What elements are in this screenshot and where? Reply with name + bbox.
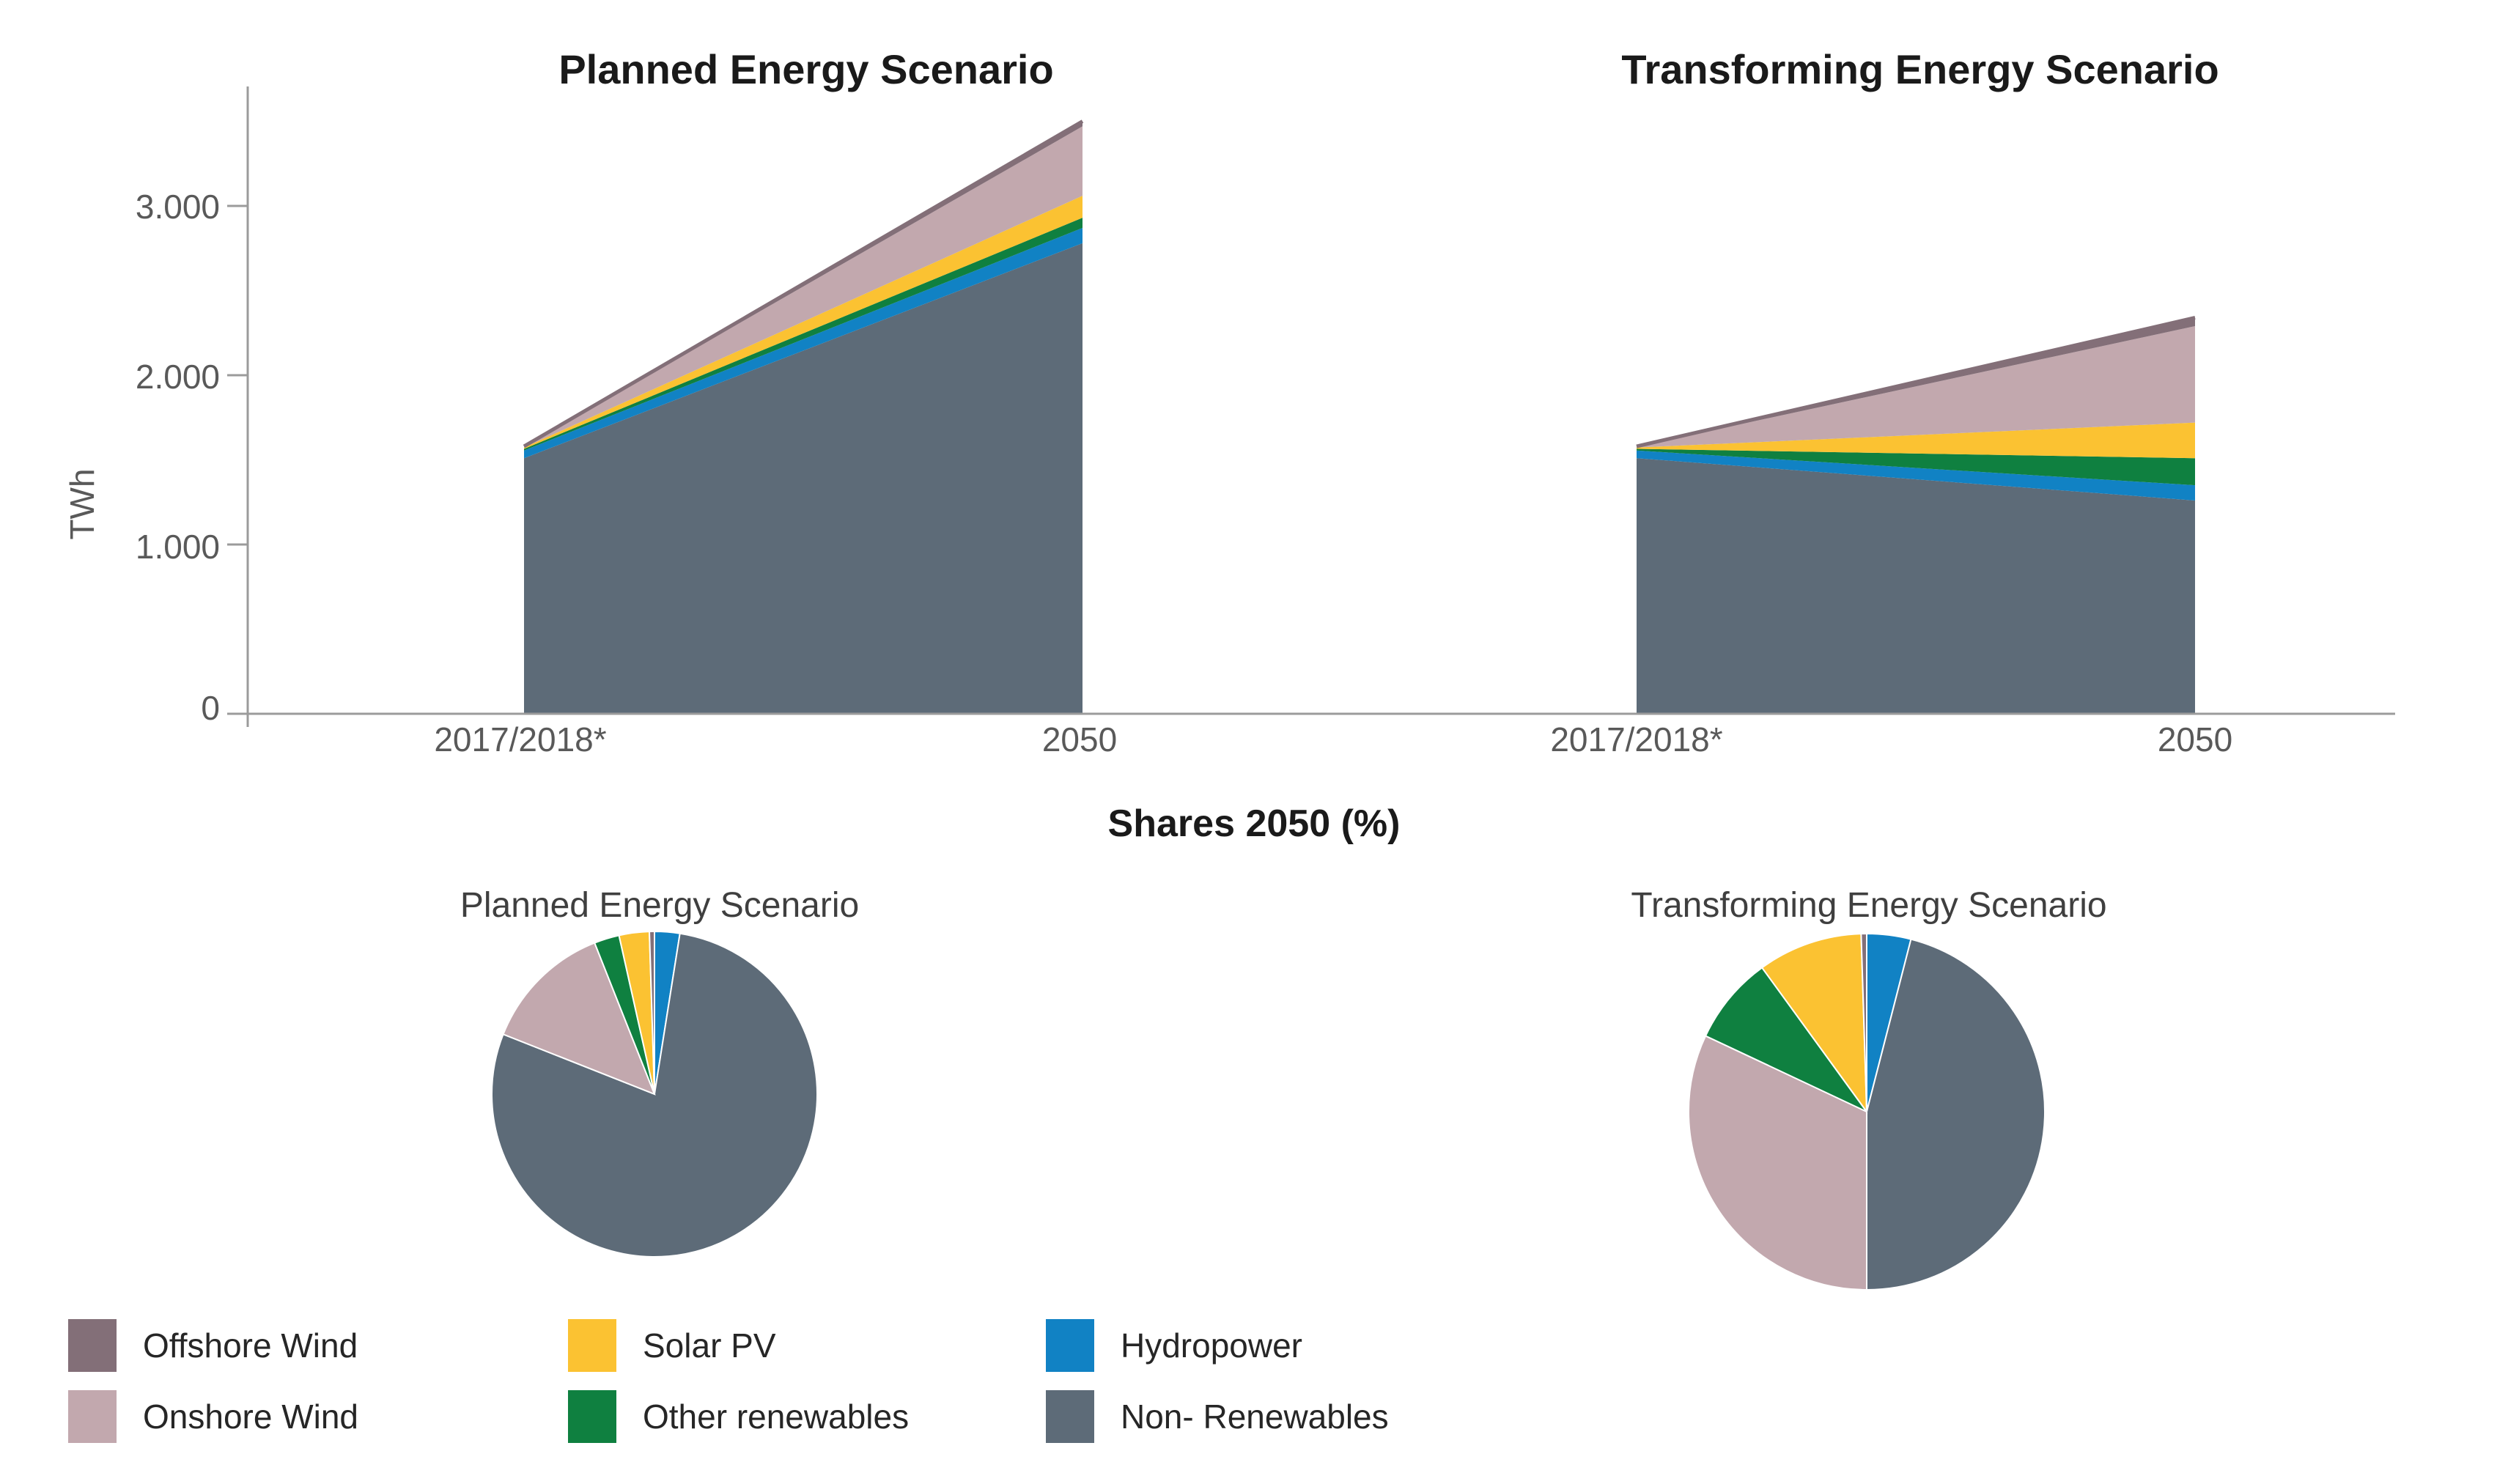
legend-label: Hydropower [1121, 1326, 1302, 1365]
planned-area-chart [523, 119, 1084, 714]
y-tick-1000: 1.000 [135, 528, 220, 566]
solar-pv-swatch [568, 1319, 616, 1372]
x-label-planned-start: 2017/2018* [434, 720, 607, 758]
legend-item-other-renewables: Other renewables [568, 1390, 909, 1443]
legend-item-hydropower: Hydropower [1046, 1319, 1302, 1372]
legend-label: Solar PV [643, 1326, 776, 1365]
x-label-planned-end: 2050 [1041, 720, 1118, 758]
shares-section-title: Shares 2050 (%) [1107, 802, 1401, 845]
y-tick-3000: 3.000 [135, 188, 220, 226]
legend-label: Onshore Wind [143, 1398, 359, 1436]
other-renewables-swatch [568, 1390, 616, 1443]
legend-label: Offshore Wind [143, 1326, 358, 1365]
legend-item-offshore-wind: Offshore Wind [68, 1319, 358, 1372]
transforming-area-chart [1636, 316, 2196, 714]
transforming-pie-title: Transforming Energy Scenario [1631, 886, 2107, 925]
legend-item-non-renewables: Non- Renewables [1046, 1390, 1389, 1443]
transforming-pie-chart [1688, 932, 2046, 1291]
axes [227, 86, 2395, 727]
x-label-transforming-start: 2017/2018* [1550, 720, 1723, 758]
non-renewables-swatch [1046, 1390, 1094, 1443]
legend-item-solar-pv: Solar PV [568, 1319, 776, 1372]
onshore-wind-swatch [68, 1390, 117, 1443]
y-tick-0: 0 [201, 689, 220, 727]
planned-pie-chart [491, 930, 818, 1258]
legend-label: Other renewables [643, 1398, 910, 1436]
legend-label: Non- Renewables [1121, 1398, 1389, 1436]
planned-pie-title: Planned Energy Scenario [460, 886, 860, 925]
transforming-chart-title: Transforming Energy Scenario [1621, 46, 2219, 92]
offshore-wind-swatch [68, 1319, 117, 1372]
x-label-transforming-end: 2050 [2157, 720, 2233, 758]
y-tick-2000: 2.000 [135, 358, 220, 396]
planned-chart-title: Planned Energy Scenario [558, 46, 1054, 92]
hydropower-swatch [1046, 1319, 1094, 1372]
legend-item-onshore-wind: Onshore Wind [68, 1390, 358, 1443]
